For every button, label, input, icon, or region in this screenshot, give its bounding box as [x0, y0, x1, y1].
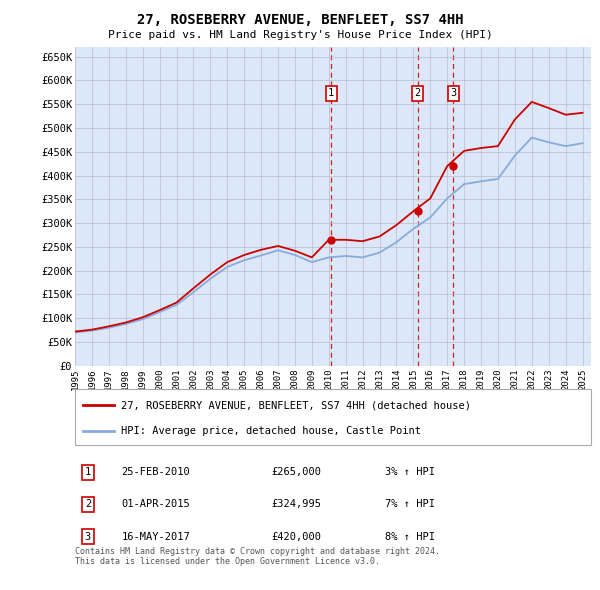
Text: 27, ROSEBERRY AVENUE, BENFLEET, SS7 4HH (detached house): 27, ROSEBERRY AVENUE, BENFLEET, SS7 4HH …: [121, 400, 472, 410]
Text: 25-FEB-2010: 25-FEB-2010: [121, 467, 190, 477]
Text: 2: 2: [85, 500, 91, 509]
Text: 01-APR-2015: 01-APR-2015: [121, 500, 190, 509]
Text: £324,995: £324,995: [271, 500, 321, 509]
Text: 3: 3: [451, 88, 457, 99]
Text: 8% ↑ HPI: 8% ↑ HPI: [385, 532, 434, 542]
FancyBboxPatch shape: [75, 389, 591, 445]
Text: 3% ↑ HPI: 3% ↑ HPI: [385, 467, 434, 477]
Text: HPI: Average price, detached house, Castle Point: HPI: Average price, detached house, Cast…: [121, 427, 421, 437]
Text: 1: 1: [85, 467, 91, 477]
Text: 2: 2: [415, 88, 421, 99]
Text: Contains HM Land Registry data © Crown copyright and database right 2024.
This d: Contains HM Land Registry data © Crown c…: [75, 547, 440, 566]
Text: 7% ↑ HPI: 7% ↑ HPI: [385, 500, 434, 509]
Text: Price paid vs. HM Land Registry's House Price Index (HPI): Price paid vs. HM Land Registry's House …: [107, 30, 493, 40]
Text: 16-MAY-2017: 16-MAY-2017: [121, 532, 190, 542]
Text: 3: 3: [85, 532, 91, 542]
Text: £265,000: £265,000: [271, 467, 321, 477]
Text: 27, ROSEBERRY AVENUE, BENFLEET, SS7 4HH: 27, ROSEBERRY AVENUE, BENFLEET, SS7 4HH: [137, 13, 463, 27]
Text: 1: 1: [328, 88, 334, 99]
Text: £420,000: £420,000: [271, 532, 321, 542]
